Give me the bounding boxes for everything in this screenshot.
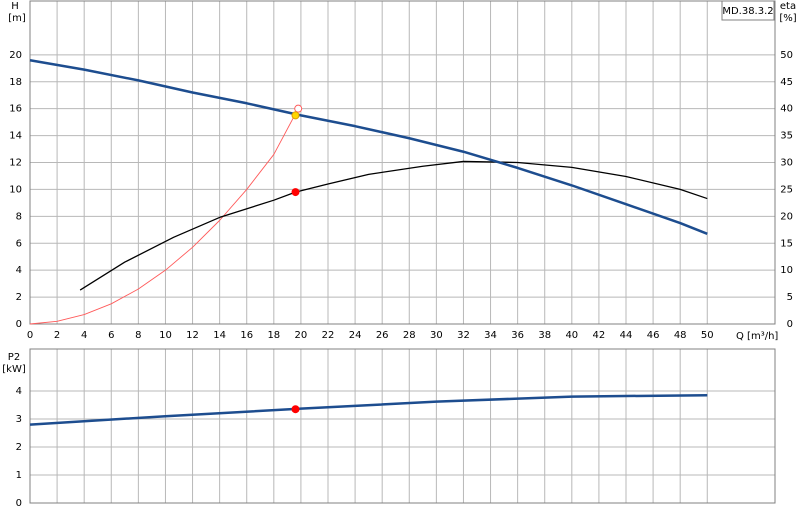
- x-axis-title: Q [m³/h]: [736, 331, 778, 342]
- y2-tick-label: 5: [787, 292, 793, 303]
- x-tick-label: 20: [295, 330, 308, 341]
- x-tick-label: 46: [647, 330, 660, 341]
- y-tick-label: 8: [16, 211, 22, 222]
- operating-point: [291, 405, 300, 414]
- y-tick-label: 0: [16, 319, 22, 330]
- x-tick-label: 2: [54, 330, 60, 341]
- plot-layer: 0 2 4 6 8 10 12 14 16 18 20 22 24 26 28 30 32 34 36 38 40 42 4…: [9, 0, 793, 509]
- y-tick-label: 18: [9, 77, 22, 88]
- y-axis-title: H: [11, 1, 19, 12]
- curve: [29, 58, 708, 235]
- y-tick-label: 12: [9, 158, 22, 169]
- y2-tick-label: 10: [780, 265, 793, 276]
- y-tick-label: 6: [16, 238, 22, 249]
- operating-point: [291, 111, 300, 120]
- y2-tick-label: 30: [780, 158, 793, 169]
- x-tick-label: 24: [349, 330, 362, 341]
- y-tick-label: 10: [9, 184, 22, 195]
- x-tick-label: 10: [159, 330, 172, 341]
- x-tick-label: 40: [565, 330, 578, 341]
- plot-frame: [29, 348, 776, 504]
- x-tick-label: 18: [267, 330, 280, 341]
- plot-area: [30, 349, 775, 503]
- operating-point: [294, 104, 303, 113]
- x-tick-label: 36: [511, 330, 524, 341]
- x-tick-label: 0: [27, 330, 33, 341]
- x-tick-label: 22: [322, 330, 335, 341]
- x-tick-label: 14: [213, 330, 226, 341]
- y-tick-label: 16: [9, 104, 22, 115]
- y2-axis-unit: [%]: [779, 13, 796, 24]
- y-axis-unit: [kW]: [2, 364, 26, 375]
- operating-point: [291, 188, 300, 197]
- x-tick-label: 4: [81, 330, 87, 341]
- model-label: MD.38.3.2: [722, 6, 773, 17]
- x-tick-label: 28: [403, 330, 416, 341]
- curve: [79, 160, 708, 291]
- y2-tick-label: 25: [780, 184, 793, 195]
- x-tick-label: 38: [538, 330, 551, 341]
- model-box: [721, 0, 775, 21]
- y-tick-label: 3: [16, 414, 22, 425]
- y-tick-label: 0: [16, 498, 22, 509]
- x-tick-label: 50: [701, 330, 714, 341]
- y2-tick-label: 15: [780, 238, 793, 249]
- y-axis-title: P2: [8, 352, 20, 363]
- x-tick-label: 30: [430, 330, 443, 341]
- x-tick-label: 44: [620, 330, 633, 341]
- x-tick-label: 26: [376, 330, 389, 341]
- y2-tick-label: 40: [780, 104, 793, 115]
- y2-axis-title: eta: [780, 1, 796, 12]
- x-tick-label: 42: [593, 330, 606, 341]
- plot-frame: [29, 0, 776, 325]
- y-tick-label: 4: [16, 265, 22, 276]
- y2-tick-label: 35: [780, 131, 793, 142]
- x-tick-label: 48: [674, 330, 687, 341]
- curve: [29, 108, 299, 325]
- x-tick-label: 16: [240, 330, 253, 341]
- x-tick-label: 34: [484, 330, 497, 341]
- y-tick-label: 4: [16, 386, 22, 397]
- x-tick-label: 8: [135, 330, 141, 341]
- y2-tick-label: 50: [780, 50, 793, 61]
- y-axis-unit: [m]: [8, 13, 26, 24]
- y-tick-label: 1: [16, 470, 22, 481]
- x-tick-label: 12: [186, 330, 199, 341]
- y-tick-label: 2: [16, 442, 22, 453]
- y-tick-label: 20: [9, 50, 22, 61]
- curve: [29, 393, 708, 426]
- y2-tick-label: 0: [787, 319, 793, 330]
- x-tick-label: 32: [457, 330, 470, 341]
- x-tick-label: 6: [108, 330, 114, 341]
- y2-tick-label: 45: [780, 77, 793, 88]
- y-tick-label: 14: [9, 131, 22, 142]
- y-tick-label: 2: [16, 292, 22, 303]
- y2-tick-label: 20: [780, 211, 793, 222]
